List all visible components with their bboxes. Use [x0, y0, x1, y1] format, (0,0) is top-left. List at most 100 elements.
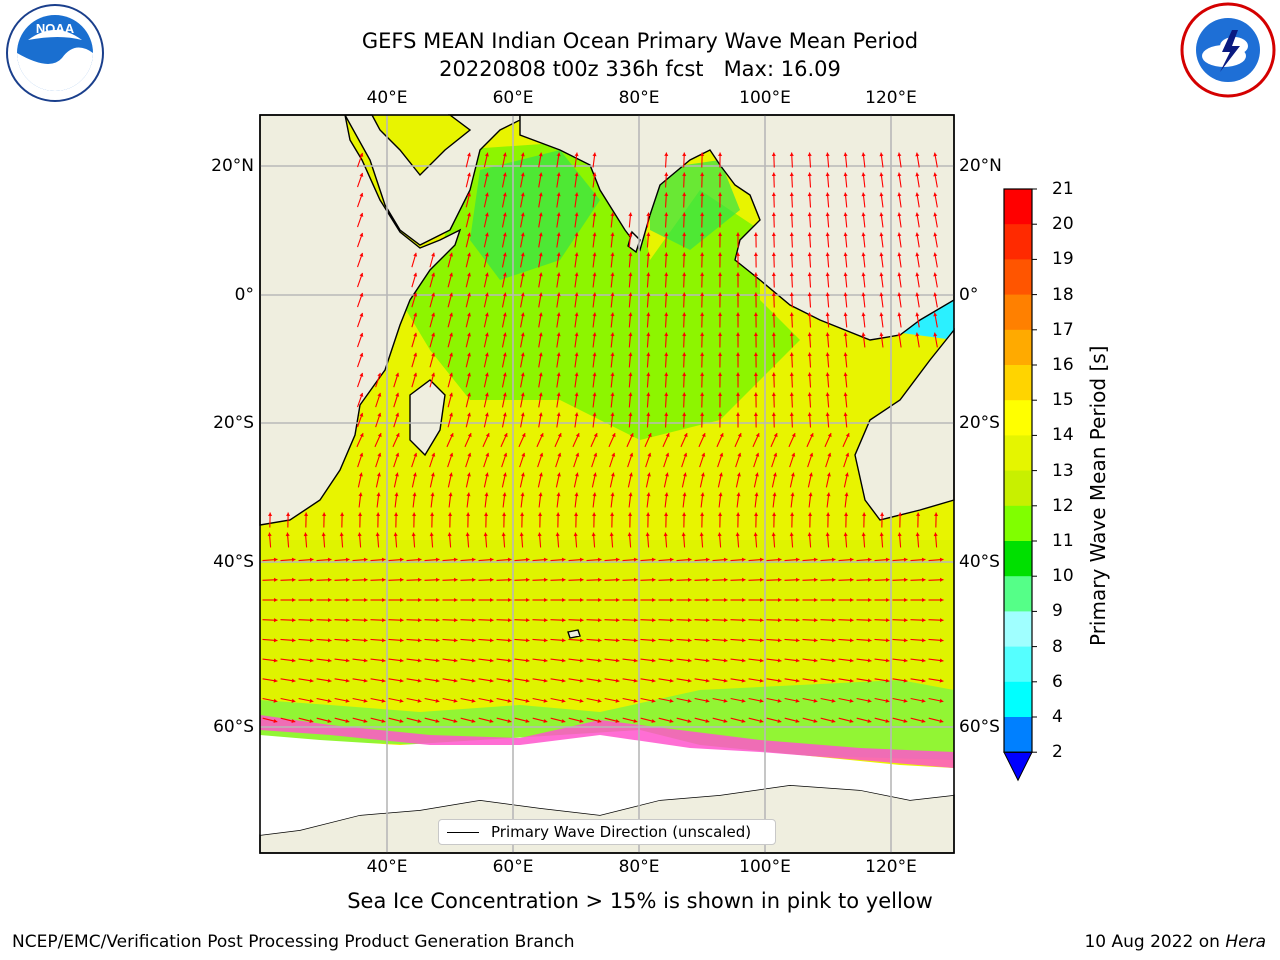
- wave-arrowhead: [753, 392, 758, 396]
- wave-arrowhead: [562, 597, 566, 603]
- wave-arrowhead: [466, 332, 471, 337]
- wave-arrowhead: [791, 452, 796, 457]
- lon-tick-bottom: 40°E: [366, 857, 408, 877]
- wave-arrowhead: [579, 638, 584, 643]
- wave-arrowhead: [339, 532, 344, 537]
- wave-arrowhead: [394, 472, 399, 477]
- wave-arrowhead: [813, 557, 818, 562]
- wave-arrowhead: [773, 433, 778, 438]
- wave-arrowhead: [484, 412, 489, 417]
- wave-arrowhead: [844, 492, 849, 497]
- wave-arrowhead: [755, 433, 760, 438]
- colorbar-tick: 18: [1052, 284, 1074, 305]
- wave-arrowhead: [628, 352, 633, 357]
- wave-arrowhead: [825, 212, 830, 217]
- wave-arrowhead: [411, 532, 416, 537]
- wave-arrowhead: [700, 412, 705, 416]
- wave-arrowhead: [719, 433, 724, 438]
- wave-arrowhead: [399, 718, 404, 723]
- wave-arrowhead: [778, 597, 782, 603]
- wave-arrowhead: [843, 152, 848, 157]
- wave-arrowhead: [646, 232, 651, 237]
- wave-arrowhead: [381, 658, 386, 663]
- wave-arrowhead: [574, 232, 579, 237]
- lon-tick-bottom: 120°E: [865, 857, 917, 877]
- wave-arrowhead: [664, 512, 669, 516]
- wave-arrowhead: [489, 678, 494, 683]
- wave-arrowhead: [592, 412, 597, 417]
- map-legend: Primary Wave Direction (unscaled): [438, 819, 776, 845]
- wave-arrowhead: [897, 272, 902, 277]
- wave-arrowhead: [735, 312, 741, 316]
- australia-landmass: [854, 328, 955, 521]
- wave-arrowhead: [592, 172, 597, 177]
- wave-arrowhead: [669, 698, 674, 703]
- wave-arrowhead: [843, 412, 848, 417]
- wave-arrowhead: [609, 532, 614, 537]
- wave-arrowhead: [309, 698, 314, 703]
- wave-arrowhead: [700, 252, 705, 256]
- wave-arrowhead: [381, 718, 386, 723]
- wave-arrowhead: [736, 492, 741, 497]
- wave-arrowhead: [843, 332, 848, 337]
- wave-arrowhead: [633, 678, 638, 683]
- wave-arrowhead: [363, 718, 368, 723]
- wave-arrowhead: [843, 232, 848, 237]
- wave-arrowhead: [597, 638, 602, 643]
- wave-arrowhead: [897, 232, 902, 237]
- wave-arrowhead: [345, 618, 350, 623]
- wave-arrowhead: [682, 152, 687, 157]
- wave-arrowhead: [579, 718, 584, 723]
- lon-tick-bottom: 80°E: [618, 857, 660, 877]
- wave-arrowhead: [466, 512, 471, 516]
- wave-arrowhead: [849, 557, 854, 562]
- wave-arrowhead: [897, 172, 902, 177]
- wave-arrowhead: [717, 152, 723, 156]
- wave-arrowhead: [484, 352, 489, 357]
- wave-arrowhead: [327, 618, 332, 623]
- wave-arrowhead: [723, 577, 728, 582]
- wave-arrowhead: [849, 718, 854, 723]
- wave-arrowhead: [717, 352, 723, 356]
- wave-arrowhead: [359, 232, 364, 237]
- wave-arrowhead: [291, 618, 296, 623]
- colorbar-tick: 16: [1052, 355, 1074, 375]
- wave-arrowhead: [664, 332, 669, 337]
- sea-ice-caption: Sea Ice Concentration > 15% is shown in …: [347, 889, 933, 913]
- wave-arrowhead: [664, 292, 669, 297]
- wave-arrowhead: [669, 718, 674, 723]
- lat-tick-left: 60°S: [213, 717, 254, 737]
- wave-arrowhead: [663, 532, 668, 537]
- wave-arrowhead: [543, 577, 548, 582]
- wave-arrowhead: [521, 433, 526, 438]
- wave-arrowhead: [610, 352, 615, 357]
- wave-arrowhead: [664, 152, 669, 157]
- wave-arrowhead: [466, 312, 471, 317]
- wave-arrowhead: [555, 532, 560, 537]
- wave-arrowhead: [687, 618, 692, 623]
- wave-arrowhead: [304, 512, 309, 516]
- wave-arrowhead: [789, 292, 794, 297]
- wave-arrowhead: [933, 232, 938, 237]
- wave-arrowhead: [435, 557, 440, 562]
- wave-arrowhead: [358, 472, 363, 477]
- wave-arrowhead: [543, 618, 548, 623]
- lon-tick-bottom: 60°E: [492, 857, 534, 877]
- wave-arrowhead: [520, 472, 525, 477]
- wave-arrowhead: [669, 577, 674, 582]
- wave-arrowhead: [915, 212, 920, 217]
- wave-arrowhead: [538, 392, 543, 397]
- wave-arrowhead: [753, 232, 758, 236]
- wave-arrowhead: [507, 698, 512, 703]
- wave-arrowhead: [520, 372, 525, 377]
- colorbar-tick: 6: [1052, 671, 1063, 692]
- wave-arrowhead: [466, 292, 471, 297]
- wave-arrowhead: [615, 577, 620, 582]
- wave-arrowhead: [903, 557, 908, 562]
- wave-arrowhead: [741, 678, 746, 683]
- wave-arrowhead: [375, 532, 380, 537]
- wave-arrowhead: [448, 472, 453, 477]
- wave-arrowhead: [309, 678, 314, 683]
- wave-arrowhead: [359, 433, 364, 438]
- wave-arrowhead: [431, 332, 436, 337]
